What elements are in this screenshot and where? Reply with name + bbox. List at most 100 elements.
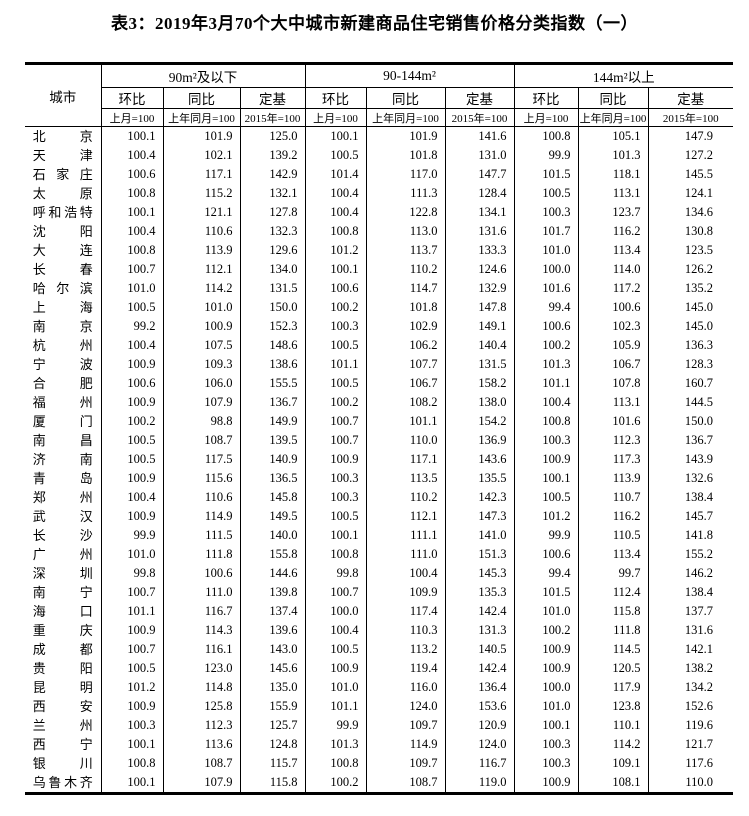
value-cell: 114.0 — [578, 260, 649, 279]
table-row: 南宁 100.7 111.0 139.8 100.7 109.9 135.3 101.5 112… — [25, 583, 733, 602]
value-cell: 110.7 — [578, 488, 649, 507]
base-prev-month: 上月=100 — [305, 108, 367, 127]
value-cell: 114.3 — [163, 621, 241, 640]
value-cell: 101.3 — [514, 355, 579, 374]
value-cell: 111.0 — [366, 545, 446, 564]
value-cell: 100.4 — [305, 621, 367, 640]
value-cell: 142.3 — [445, 488, 515, 507]
value-cell: 155.2 — [684, 547, 713, 561]
value-cell: 108.1 — [578, 773, 649, 794]
value-cell: 124.0 — [445, 735, 515, 754]
city-name: 大连 — [32, 243, 93, 258]
city-cell: 大连 — [25, 241, 102, 260]
value-cell: 100.3 — [101, 716, 164, 735]
city-name: 武汉 — [32, 509, 93, 524]
value-cell: 142.1 — [684, 642, 713, 656]
value-cell: 145.3 — [445, 564, 515, 583]
value-cell: 100.3 — [305, 469, 367, 488]
value-cell: 108.7 — [366, 773, 446, 794]
value-cell: 100.9 — [101, 393, 164, 412]
value-cell: 100.4 — [305, 203, 367, 222]
page-title: 表3：2019年3月70个大中城市新建商品住宅销售价格分类指数（一） — [111, 14, 638, 33]
city-cell: 宁波 — [25, 355, 102, 374]
value-cell: 135.3 — [445, 583, 515, 602]
value-cell: 101.5 — [514, 165, 579, 184]
city-name: 福州 — [32, 395, 93, 410]
value-cell: 101.1 — [305, 697, 367, 716]
city-name: 长沙 — [32, 528, 93, 543]
table-row: 南京 99.2 100.9 152.3 100.3 102.9 149.1 100.6 102.… — [25, 317, 733, 336]
city-name: 济南 — [32, 452, 93, 467]
value-cell: 134.2 — [684, 680, 713, 694]
value-cell: 123.0 — [163, 659, 241, 678]
value-cell: 125.8 — [163, 697, 241, 716]
value-cell: 111.8 — [578, 621, 649, 640]
value-cell: 121.7 — [684, 737, 713, 751]
table-row: 石家庄 100.6 117.1 142.9 101.4 117.0 147.7 101.5 11… — [25, 165, 733, 184]
value-cell: 145.0 — [684, 319, 713, 333]
value-cell: 144.6 — [240, 564, 306, 583]
value-cell: 137.4 — [240, 602, 306, 621]
value-cell: 113.5 — [366, 469, 446, 488]
value-cell: 110.0 — [366, 431, 446, 450]
city-name: 南宁 — [32, 585, 93, 600]
value-cell: 100.5 — [305, 507, 367, 526]
value-cell: 107.8 — [578, 374, 649, 393]
value-cell: 101.6 — [514, 279, 579, 298]
city-cell: 西安 — [25, 697, 102, 716]
value-cell: 110.3 — [366, 621, 446, 640]
value-cell: 100.2 — [305, 773, 367, 794]
city-name: 兰州 — [32, 718, 93, 733]
table-row: 宁波 100.9 109.3 138.6 101.1 107.7 131.5 101.3 106… — [25, 355, 733, 374]
value-cell: 100.5 — [514, 184, 579, 203]
value-cell: 134.0 — [240, 260, 306, 279]
city-name: 乌鲁木齐 — [32, 775, 93, 790]
value-cell: 138.4 — [684, 585, 713, 599]
value-cell: 100.4 — [514, 393, 579, 412]
table-row: 上海 100.5 101.0 150.0 100.2 101.8 147.8 99.4 100.… — [25, 298, 733, 317]
value-cell: 102.1 — [163, 146, 241, 165]
value-cell: 145.6 — [240, 659, 306, 678]
city-name: 深圳 — [32, 566, 93, 581]
value-cell: 100.9 — [514, 450, 579, 469]
value-cell: 115.6 — [163, 469, 241, 488]
value-cell: 100.2 — [305, 393, 367, 412]
value-cell: 139.8 — [240, 583, 306, 602]
value-cell: 140.9 — [240, 450, 306, 469]
value-cell: 111.3 — [366, 184, 446, 203]
table-row: 昆明 101.2 114.8 135.0 101.0 116.0 136.4 100.0 117… — [25, 678, 733, 697]
table-row: 济南 100.5 117.5 140.9 100.9 117.1 143.6 100.9 117… — [25, 450, 733, 469]
value-cell: 155.9 — [240, 697, 306, 716]
value-cell: 136.9 — [445, 431, 515, 450]
value-cell: 100.6 — [514, 317, 579, 336]
value-cell: 113.0 — [366, 222, 446, 241]
value-cell: 108.7 — [163, 754, 241, 773]
value-cell: 100.5 — [101, 298, 164, 317]
value-cell: 111.5 — [163, 526, 241, 545]
value-cell: 121.1 — [163, 203, 241, 222]
group-header-90-below: 90m²及以下 — [101, 63, 306, 88]
city-name: 杭州 — [32, 338, 93, 353]
value-cell: 101.2 — [514, 507, 579, 526]
value-cell: 100.7 — [305, 412, 367, 431]
table-body: 北京 100.1 101.9 125.0 100.1 101.9 141.6 100.8 105… — [25, 126, 733, 794]
value-cell: 110.6 — [163, 488, 241, 507]
value-cell: 127.2 — [684, 148, 713, 162]
value-cell: 100.6 — [101, 374, 164, 393]
value-cell: 126.2 — [684, 262, 713, 276]
value-cell: 113.4 — [578, 241, 649, 260]
value-cell: 125.0 — [240, 126, 306, 146]
value-cell: 140.0 — [240, 526, 306, 545]
value-cell: 100.6 — [163, 564, 241, 583]
city-cell: 厦门 — [25, 412, 102, 431]
subheader-yoy: 同比 — [366, 87, 446, 109]
value-cell: 101.0 — [514, 602, 579, 621]
value-cell: 131.0 — [445, 146, 515, 165]
value-cell: 99.8 — [101, 564, 164, 583]
value-cell: 100.3 — [514, 431, 579, 450]
value-cell: 99.2 — [101, 317, 164, 336]
value-cell: 123.7 — [578, 203, 649, 222]
value-cell: 120.9 — [445, 716, 515, 735]
base-prev-month: 上月=100 — [101, 108, 164, 127]
value-cell: 100.0 — [514, 260, 579, 279]
